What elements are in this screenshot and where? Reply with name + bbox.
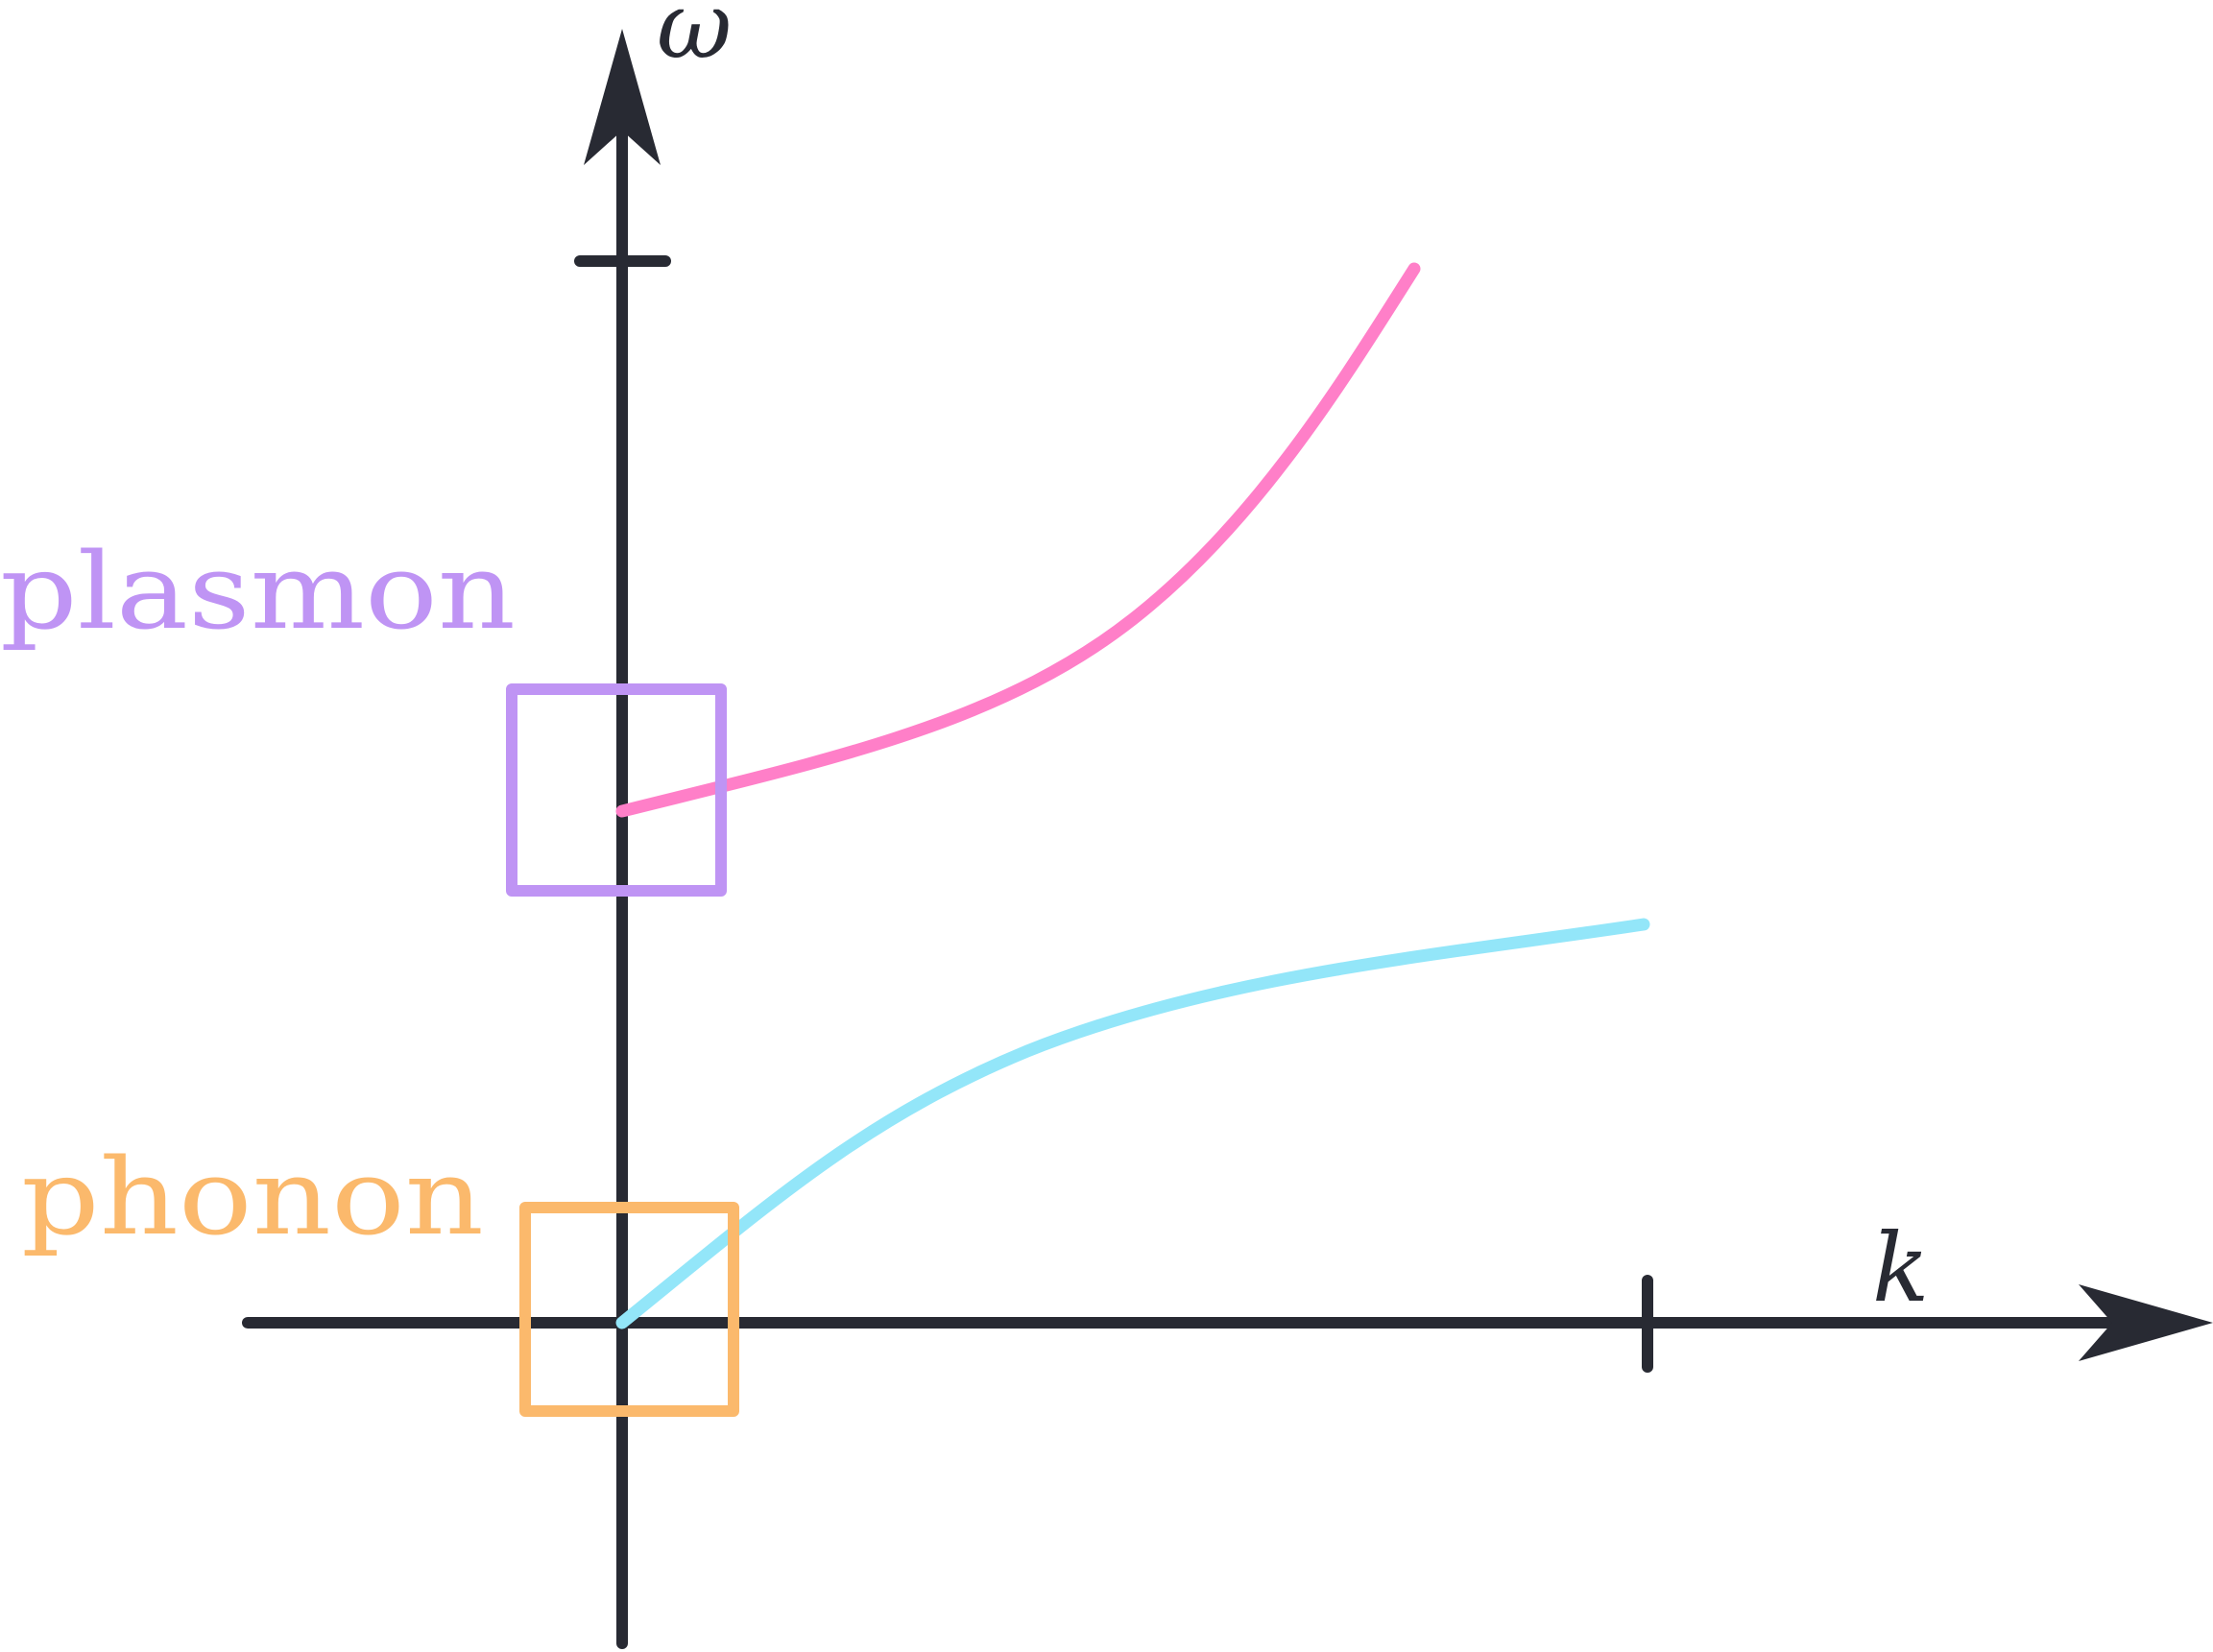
phonon-curve <box>615 918 1650 1329</box>
phonon-box <box>519 1202 739 1417</box>
plasmon-box <box>506 683 727 897</box>
phonon-label: phonon <box>21 1136 484 1258</box>
omega-axis-label: ω <box>657 0 732 80</box>
omega-axis-arrowhead <box>584 29 661 165</box>
plasmon-label: plasmon <box>0 530 516 653</box>
k-axis-arrowhead <box>2079 1284 2213 1361</box>
k-axis-label: k <box>1872 1214 1929 1324</box>
plasmon-curve <box>615 262 1421 818</box>
